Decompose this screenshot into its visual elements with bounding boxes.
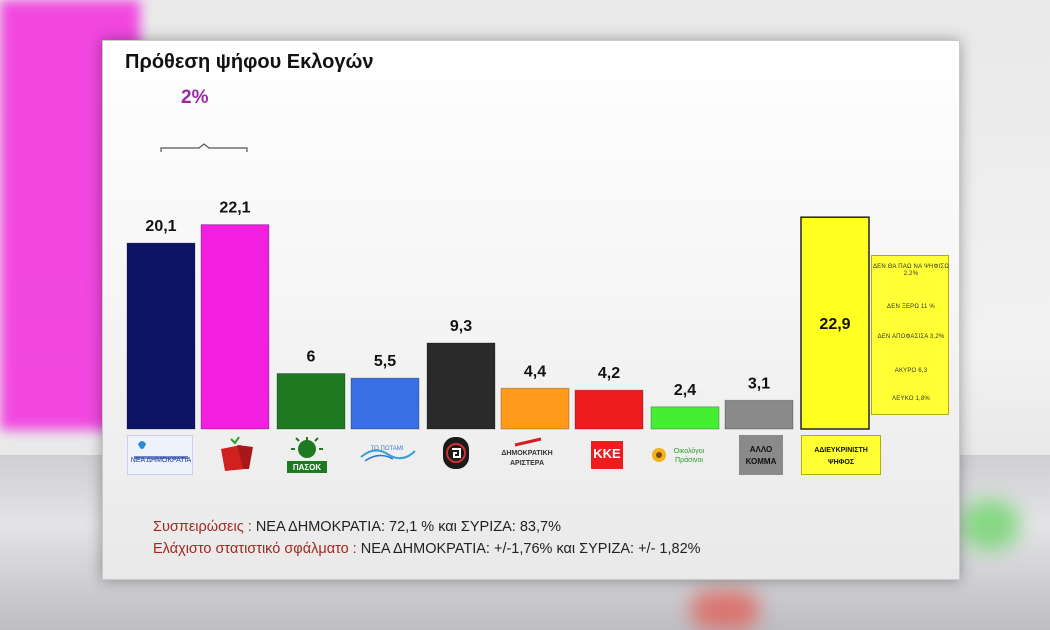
breakdown-note: ΔΕΝ ΑΠΟΦΑΣΙΣΑ 3,2%: [877, 334, 945, 340]
nd-logo-icon: [134, 441, 188, 459]
footer-error-label: Ελάχιστο στατιστικό σφάλματο :: [153, 541, 357, 557]
other-logo-text-top: ΑΛΛΟ: [749, 445, 773, 454]
green-sunflower-icon: [652, 448, 666, 462]
bar-value-label: 22,1: [219, 200, 250, 217]
dimar-logo-text-top: ΔΗΜΟΚΡΑΤΙΚΗ: [501, 450, 553, 457]
pasok-sun-icon: [287, 437, 327, 473]
background-blob-red: [690, 590, 760, 630]
bar-value-label: 9,3: [450, 318, 472, 335]
syriza-logo-icon: [221, 436, 253, 471]
bar: [350, 377, 420, 430]
bar-value-label: 4,4: [524, 363, 546, 380]
potami-wave-icon: [360, 449, 416, 462]
logo-other: ΑΛΛΟ ΚΟΜΜΑ: [739, 435, 783, 475]
logo-undecided: ΑΔΙΕΥΚΡΙΝΙΣΤΗ ΨΗΦΟΣ: [801, 435, 881, 475]
undecided-breakdown-box: ΔΕΝ ΘΑ ΠΑΩ ΝΑ ΨΗΦΙΣΩ 2,2% ΔΕΝ ΞΕΡΩ 11 % …: [871, 255, 949, 415]
bar: [650, 406, 720, 430]
footer-error-text: ΝΕΑ ΔΗΜΟΚΡΑΤΙΑ: +/-1,76% και ΣΥΡΙΖΑ: +/-…: [360, 541, 701, 557]
footer-error: Ελάχιστο στατιστικό σφάλματο : ΝΕΑ ΔΗΜΟΚ…: [153, 541, 701, 557]
bar: [724, 399, 794, 430]
kke-logo-icon: [591, 441, 623, 469]
breakdown-note: ΔΕΝ ΞΕΡΩ 11 %: [887, 304, 935, 310]
chart-panel: Πρόθεση ψήφου Εκλογών 2% 20,1 22,1 6 5,5 9,3…: [102, 40, 960, 580]
kke-logo-text: ΚΚΕ: [593, 446, 621, 461]
bar-value-label: 6: [307, 349, 316, 366]
bar-chart: 20,1 22,1 6 5,5 9,3 4,4 4,2 2,4 3,1 22,9: [126, 200, 870, 430]
bar-value-label: 22,9: [819, 316, 850, 333]
logo-kke: ΚΚΕ: [589, 435, 625, 475]
breakdown-note: ΔΕΝ ΘΑ ΠΑΩ ΝΑ ΨΗΦΙΣΩ 2,2%: [872, 264, 950, 277]
footer-cohesion: Συσπειρώσεις : ΝΕΑ ΔΗΜΟΚΡΑΤΙΑ: 72,1 % κα…: [153, 519, 561, 535]
bar-value-label: 20,1: [145, 218, 176, 235]
dimar-stripe-icon: [514, 437, 542, 447]
breakdown-note: ΛΕΥΚΟ 1,8%: [892, 396, 930, 402]
dimar-logo-text-bottom: ΑΡΙΣΤΕΡΑ: [509, 460, 545, 467]
logo-green: Οικολόγοι Πράσινοι: [649, 435, 711, 475]
chart-subtitle: 2%: [181, 87, 209, 108]
nd-logo-text: ΝΕΑ ΔΗΜΟΚΡΑΤΙΑ: [130, 457, 192, 464]
bar-value-label: 5,5: [374, 353, 396, 370]
logo-dimar: ΔΗΜΟΚΡΑΤΙΚΗ ΑΡΙΣΤΕΡΑ: [497, 435, 557, 475]
bar-value-label: 3,1: [748, 375, 770, 392]
logo-potami: ΤΟ ΠΟΤΑΜΙ: [357, 435, 417, 475]
bar: [800, 216, 870, 430]
bar: [426, 342, 496, 430]
logo-nd: ΝΕΑ ΔΗΜΟΚΡΑΤΙΑ: [127, 435, 193, 475]
logo-pasok: ΠΑΣΟΚ: [283, 435, 331, 475]
chart-title: Πρόθεση ψήφου Εκλογών: [125, 51, 374, 73]
pasok-logo-text: ΠΑΣΟΚ: [292, 463, 322, 472]
background-blob-green: [960, 500, 1020, 550]
bar: [574, 389, 644, 430]
undecided-logo-text-bottom: ΨΗΦΟΣ: [827, 459, 855, 466]
footer-cohesion-label: Συσπειρώσεις :: [153, 519, 252, 535]
breakdown-note: ΑΚΥΡΟ 6,3: [894, 368, 928, 374]
undecided-logo-text-top: ΑΔΙΕΥΚΡΙΝΙΣΤΗ: [814, 447, 868, 454]
bar: [200, 224, 270, 430]
bar: [276, 373, 346, 430]
other-logo-text-bottom: ΚΟΜΜΑ: [745, 457, 777, 466]
bar-value-label: 4,2: [598, 365, 620, 382]
bracket-icon: [160, 143, 248, 152]
footer-cohesion-text: ΝΕΑ ΔΗΜΟΚΡΑΤΙΑ: 72,1 % και ΣΥΡΙΖΑ: 83,7%: [255, 519, 561, 535]
bar-value-label: 2,4: [674, 382, 696, 399]
bar: [500, 387, 570, 430]
golden-dawn-logo-icon: [443, 437, 469, 469]
bar: [126, 242, 196, 430]
green-logo-text: Οικολόγοι Πράσινοι: [673, 448, 705, 464]
potami-logo-text: ΤΟ ΠΟΤΑΜΙ: [370, 446, 404, 452]
